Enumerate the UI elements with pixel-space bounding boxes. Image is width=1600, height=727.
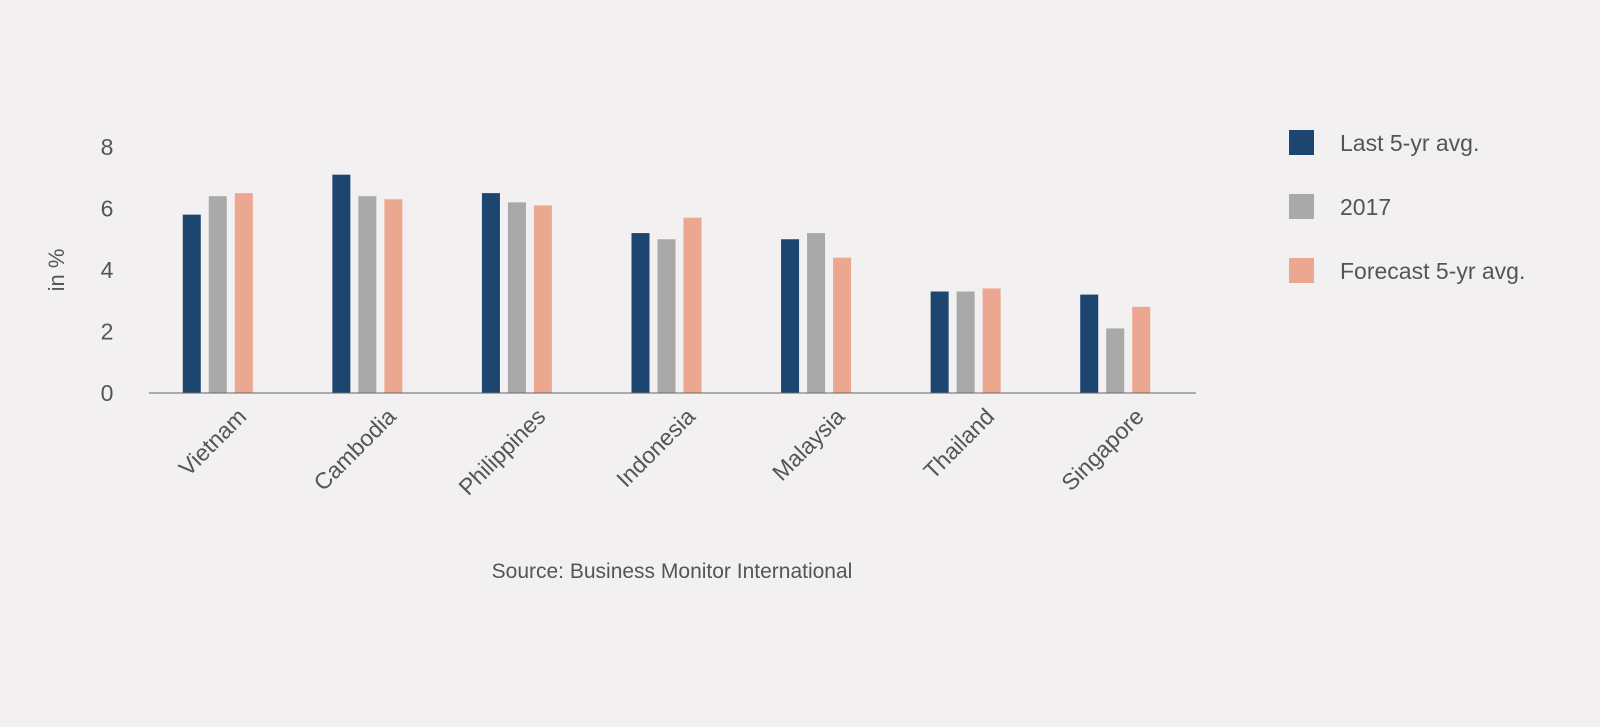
x-axis: Vietnam Cambodia Philippines Indonesia Malay…: [174, 403, 1149, 500]
x-tick-label: Malaysia: [767, 403, 850, 486]
bar-philippines-forecast-5yr-avg: [533, 205, 552, 393]
bar-thailand-2017: [956, 291, 975, 393]
y-tick-label: 6: [101, 196, 114, 222]
bar-indonesia-forecast-5yr-avg: [683, 217, 702, 393]
x-tick-label: Philippines: [453, 403, 550, 500]
bar-thailand-last-5yr-avg: [930, 291, 949, 393]
bar-group: [182, 174, 1151, 393]
bar-indonesia-2017: [657, 239, 676, 393]
legend-swatch: [1289, 194, 1314, 219]
legend-label: Last 5-yr avg.: [1340, 130, 1479, 156]
bar-singapore-forecast-5yr-avg: [1132, 306, 1151, 393]
y-tick-label: 0: [101, 380, 114, 406]
x-tick-label: Cambodia: [308, 403, 401, 496]
legend: Last 5-yr avg. 2017 Forecast 5-yr avg.: [1289, 130, 1525, 284]
y-tick-label: 2: [101, 319, 114, 345]
x-tick-label: Indonesia: [611, 403, 700, 492]
bar-cambodia-last-5yr-avg: [332, 174, 351, 393]
y-tick-label: 4: [101, 257, 114, 283]
source-note: Source: Business Monitor International: [492, 560, 853, 583]
x-tick-label: Singapore: [1056, 403, 1149, 496]
legend-label: 2017: [1340, 194, 1391, 220]
y-axis: 0 2 4 6 8: [101, 134, 114, 406]
bar-malaysia-forecast-5yr-avg: [833, 257, 852, 393]
bar-indonesia-last-5yr-avg: [631, 233, 650, 393]
x-tick-label: Thailand: [918, 403, 999, 484]
legend-label: Forecast 5-yr avg.: [1340, 258, 1525, 284]
bar-thailand-forecast-5yr-avg: [982, 288, 1001, 393]
bar-philippines-last-5yr-avg: [481, 193, 500, 393]
bar-malaysia-2017: [807, 233, 826, 393]
bar-singapore-2017: [1106, 328, 1125, 393]
bar-cambodia-forecast-5yr-avg: [384, 199, 403, 393]
legend-swatch: [1289, 258, 1314, 283]
bar-singapore-last-5yr-avg: [1080, 294, 1099, 393]
legend-swatch: [1289, 130, 1314, 155]
bar-philippines-2017: [507, 202, 526, 393]
bar-cambodia-2017: [358, 196, 377, 393]
y-axis-label: in %: [44, 249, 69, 292]
bar-vietnam-2017: [208, 196, 227, 393]
x-tick-label: Vietnam: [174, 403, 252, 481]
bar-vietnam-last-5yr-avg: [182, 214, 201, 393]
bar-vietnam-forecast-5yr-avg: [234, 193, 253, 393]
y-tick-label: 8: [101, 134, 114, 160]
bar-malaysia-last-5yr-avg: [781, 239, 800, 393]
